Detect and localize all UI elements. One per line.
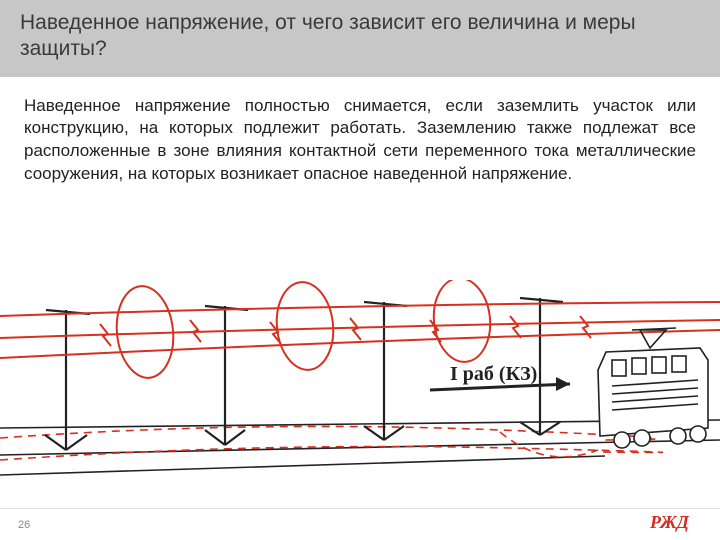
body-paragraph: Наведенное напряжение полностью снимаетс… <box>0 77 720 187</box>
title-band: Наведенное напряжение, от чего зависит е… <box>0 0 720 77</box>
locomotive-icon <box>598 328 708 448</box>
rzd-logo-icon: РЖД <box>650 512 702 537</box>
svg-text:РЖД: РЖД <box>650 512 690 532</box>
induced-voltage-diagram: I раб (КЗ) <box>0 280 720 480</box>
overhead-wires <box>0 302 720 358</box>
page-title: Наведенное напряжение, от чего зависит е… <box>20 10 700 63</box>
current-arrow: I раб (КЗ) <box>430 363 570 391</box>
diagram-label: I раб (КЗ) <box>450 363 537 385</box>
page-number: 26 <box>18 519 30 531</box>
footer: 26 РЖД <box>0 508 720 540</box>
